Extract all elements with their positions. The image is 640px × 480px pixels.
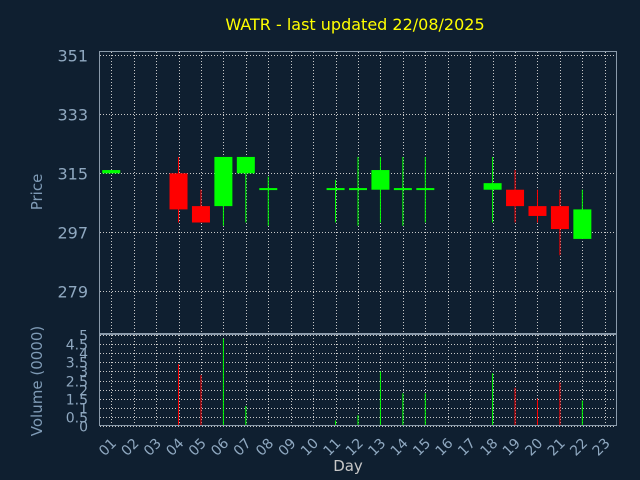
price-tick-label: 279 [57, 283, 88, 302]
x-tick-label: 07 [231, 436, 255, 460]
candle-body [259, 188, 278, 191]
volume-tick-label: 1 [79, 402, 88, 418]
x-axis-label: Day [333, 457, 363, 475]
candle-body [349, 188, 367, 191]
price-tick-label: 333 [57, 106, 88, 125]
x-tick-label: 17 [455, 436, 479, 460]
x-tick-label: 12 [343, 436, 367, 460]
price-tick-label: 297 [57, 224, 88, 243]
price-tick-label: 315 [57, 165, 88, 184]
x-tick-label: 22 [567, 436, 591, 460]
x-tick-label: 05 [186, 436, 210, 460]
x-tick-label: 13 [365, 436, 389, 460]
candle-body [326, 188, 345, 191]
price-tick-labels: 279 297 315 333 351 [57, 47, 88, 302]
volume-tick-label: 5 [79, 329, 88, 345]
candle-body [214, 156, 233, 207]
candle-body [393, 188, 412, 191]
volume-tick-label: 3 [79, 365, 88, 381]
volume-tick-label: 3.5 [66, 356, 88, 372]
candle-body [169, 173, 188, 210]
x-tick-label: 18 [478, 436, 502, 460]
candle-body [191, 206, 210, 223]
volume-series [178, 338, 583, 426]
x-tick-label: 11 [320, 436, 344, 460]
candle-body [528, 206, 547, 216]
candle-body [416, 188, 435, 191]
x-tick-label: 03 [141, 436, 165, 460]
candle-body [506, 189, 525, 207]
x-tick-label: 10 [298, 436, 322, 460]
x-tick-label: 16 [433, 435, 457, 459]
candlestick-series [102, 156, 592, 256]
volume-axis-label: Volume (0000) [28, 326, 46, 436]
candle-body [236, 156, 255, 174]
x-tick-label: 14 [388, 435, 412, 459]
volume-tick-label: 4 [79, 347, 88, 363]
x-tick-label: 06 [208, 435, 232, 459]
volume-gridlines [100, 335, 616, 427]
x-tick-label: 01 [96, 436, 120, 460]
volume-panel-frame [99, 334, 617, 426]
candle-body [371, 170, 390, 190]
chart-title: WATR - last updated 22/08/2025 [225, 15, 484, 34]
x-tick-label: 02 [119, 436, 143, 460]
x-tick-label: 23 [590, 436, 614, 460]
volume-tick-label: 4.5 [66, 338, 88, 354]
price-gridlines [100, 52, 616, 334]
volume-tick-label: 0 [79, 420, 88, 436]
candle-body [550, 206, 569, 230]
x-tick-label: 04 [163, 435, 187, 459]
x-tick-label: 15 [410, 436, 434, 460]
volume-tick-label: 2.5 [66, 375, 88, 391]
price-axis-label: Price [28, 174, 46, 211]
x-tick-label: 21 [545, 436, 569, 460]
candle-body [573, 209, 592, 239]
price-panel-frame [99, 51, 617, 334]
x-tick-label: 20 [522, 436, 546, 460]
candle-body [102, 170, 121, 174]
x-tick-label: 19 [500, 436, 524, 460]
x-tick-label: 08 [253, 436, 277, 460]
volume-tick-labels: 00.511.522.533.544.55 [66, 329, 88, 436]
volume-tick-label: 0.5 [66, 411, 88, 427]
x-tick-label: 09 [276, 436, 300, 460]
price-tick-label: 351 [57, 47, 88, 66]
candle-body [483, 183, 502, 190]
volume-tick-label: 1.5 [66, 393, 88, 409]
volume-tick-label: 2 [79, 384, 88, 400]
x-tick-labels: 0102030405060708091011121314151617181920… [96, 435, 613, 459]
